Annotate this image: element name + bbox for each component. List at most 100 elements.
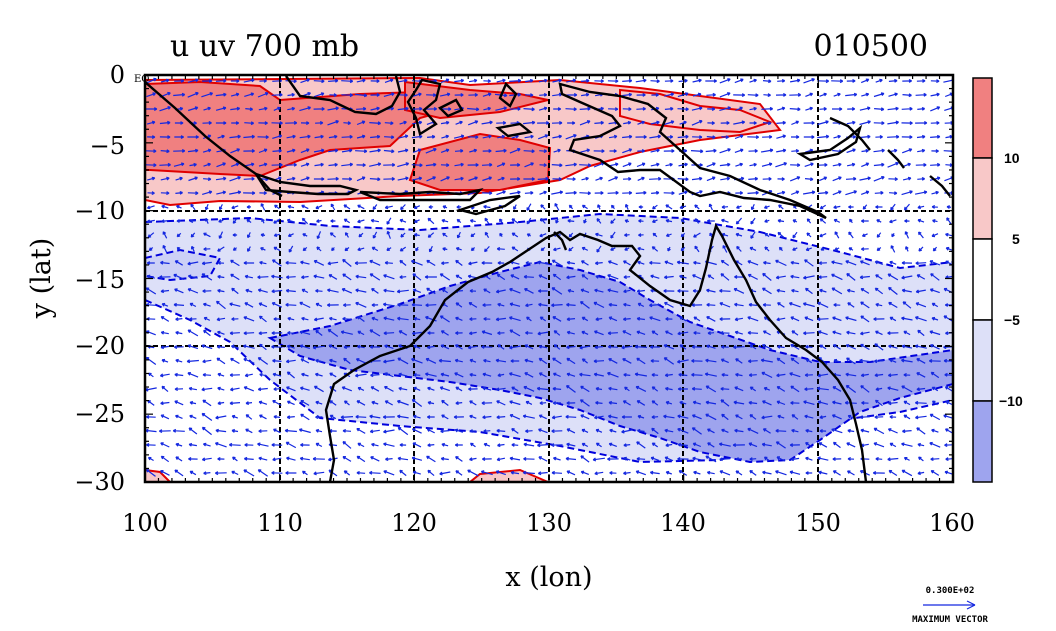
wind-vector xyxy=(663,344,675,350)
wind-vector xyxy=(622,260,631,266)
wind-vector xyxy=(734,274,744,279)
wind-vector xyxy=(567,121,576,125)
wind-vector xyxy=(440,148,450,153)
wind-vector xyxy=(565,190,577,195)
wind-vector xyxy=(509,414,521,420)
wind-vector xyxy=(357,386,365,391)
wind-vector xyxy=(145,77,157,84)
wind-vector xyxy=(146,205,155,210)
wind-vector xyxy=(384,135,395,140)
wind-vector xyxy=(622,92,633,97)
wind-vector xyxy=(189,317,197,322)
wind-vector xyxy=(749,121,757,125)
wind-vector xyxy=(861,162,870,168)
wind-vector xyxy=(790,316,800,322)
wind-vector xyxy=(397,456,409,461)
wind-vector xyxy=(162,231,168,239)
wind-vector xyxy=(285,302,297,307)
wind-vector xyxy=(259,414,267,420)
wind-vector xyxy=(159,162,171,167)
wind-vector xyxy=(735,414,743,420)
wind-vector xyxy=(719,162,731,167)
wind-vector xyxy=(579,191,591,196)
wind-vector xyxy=(887,273,899,281)
wind-vector xyxy=(566,275,576,280)
wind-vector xyxy=(161,358,169,363)
wind-vector xyxy=(762,470,772,475)
wind-vector xyxy=(160,414,170,420)
wind-vector xyxy=(230,344,239,349)
wind-vector xyxy=(580,78,590,83)
wind-vector xyxy=(441,261,449,266)
wind-vector xyxy=(930,120,940,125)
wind-vector xyxy=(580,470,590,475)
wind-vector xyxy=(847,414,855,419)
wind-vector xyxy=(623,302,631,307)
wind-vector xyxy=(917,148,926,153)
wind-vector xyxy=(747,260,759,266)
wind-vector xyxy=(299,456,310,461)
wind-vector xyxy=(342,303,351,308)
wind-vector xyxy=(412,288,422,293)
wind-vector xyxy=(859,415,870,420)
wind-vector xyxy=(664,456,674,462)
wind-vector xyxy=(370,386,380,392)
wind-vector xyxy=(876,232,882,238)
wind-vector xyxy=(594,415,604,420)
wind-vector xyxy=(845,316,857,322)
wind-vector xyxy=(454,176,464,181)
wind-vector xyxy=(496,246,505,251)
wind-vector xyxy=(285,120,298,125)
wind-vector xyxy=(831,273,843,281)
wind-vector xyxy=(761,415,773,420)
wind-vector xyxy=(776,400,786,406)
wind-vector xyxy=(760,358,773,363)
wind-vector xyxy=(901,106,913,111)
wind-vector xyxy=(622,330,632,336)
wind-vector xyxy=(230,357,240,365)
wind-vector xyxy=(580,455,590,463)
wind-vector xyxy=(607,79,619,84)
wind-vector xyxy=(706,470,715,475)
wind-vector xyxy=(357,247,365,252)
wind-vector xyxy=(552,134,562,139)
wind-vector xyxy=(343,400,350,406)
wind-vector xyxy=(260,203,266,211)
wind-vector xyxy=(229,190,242,195)
wind-vector xyxy=(217,274,225,279)
wind-vector xyxy=(468,331,477,336)
wind-vector xyxy=(301,204,309,210)
wind-vector xyxy=(482,134,492,139)
wind-vector xyxy=(357,442,365,448)
wind-vector xyxy=(874,415,884,420)
wind-vector xyxy=(287,233,294,237)
wind-vector xyxy=(215,300,226,310)
wind-vector xyxy=(635,190,647,195)
wind-vector xyxy=(398,93,408,98)
wind-vector xyxy=(160,191,170,196)
wind-vector xyxy=(608,107,619,112)
wind-vector xyxy=(539,401,547,406)
wind-vector xyxy=(706,92,716,97)
wind-vector xyxy=(245,428,253,434)
y-tick-labels: 0 −5 −10 −15 −20 −25 −30 xyxy=(74,61,125,496)
wind-vector xyxy=(455,401,463,406)
wind-vector xyxy=(706,302,716,307)
wind-vector xyxy=(273,414,281,419)
wind-vector xyxy=(244,373,253,378)
wind-vector xyxy=(399,259,407,266)
wind-vector xyxy=(580,414,590,420)
wind-vector xyxy=(707,331,715,336)
wind-vector xyxy=(439,273,451,281)
wind-vector xyxy=(328,344,338,350)
wind-vector xyxy=(539,233,547,238)
wind-vector xyxy=(455,274,463,280)
wind-vector xyxy=(917,176,926,181)
wind-vector xyxy=(355,274,367,279)
wind-vector xyxy=(861,148,869,153)
wind-vector xyxy=(565,162,577,167)
wind-vector xyxy=(805,344,813,349)
wind-vector xyxy=(595,176,603,181)
wind-vector xyxy=(202,289,212,294)
wind-vector xyxy=(525,400,533,405)
